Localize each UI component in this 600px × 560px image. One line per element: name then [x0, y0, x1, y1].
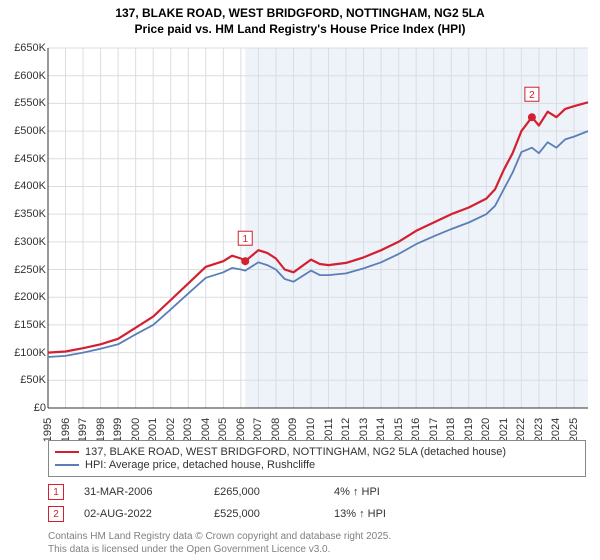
ytick-label: £450K — [14, 153, 46, 165]
xtick-label: 1996 — [60, 418, 72, 442]
marker-badge: 2 — [48, 506, 64, 522]
xtick-label: 2005 — [217, 418, 229, 442]
xtick-label: 2024 — [550, 418, 562, 442]
xtick-label: 2003 — [182, 418, 194, 442]
credits-line1: Contains HM Land Registry data © Crown c… — [48, 531, 391, 542]
xtick-label: 2021 — [498, 418, 510, 442]
marker-pct: 4% ↑ HPI — [334, 486, 434, 498]
ytick-label: £0 — [34, 402, 46, 414]
xtick-label: 2011 — [323, 418, 335, 442]
ytick-label: £600K — [14, 70, 46, 82]
marker-price: £525,000 — [214, 508, 334, 520]
xtick-label: 2000 — [130, 418, 142, 442]
xtick-label: 1997 — [77, 418, 89, 442]
xtick-label: 2014 — [375, 418, 387, 442]
credits: Contains HM Land Registry data © Crown c… — [48, 531, 391, 556]
marker-row-1: 1 31-MAR-2006 £265,000 4% ↑ HPI — [48, 484, 586, 500]
marker-pct: 13% ↑ HPI — [334, 508, 434, 520]
xtick-label: 2016 — [410, 418, 422, 442]
marker-price: £265,000 — [214, 486, 334, 498]
legend-label: 137, BLAKE ROAD, WEST BRIDGFORD, NOTTING… — [85, 446, 506, 458]
legend: 137, BLAKE ROAD, WEST BRIDGFORD, NOTTING… — [48, 440, 586, 477]
xtick-label: 2004 — [200, 418, 212, 442]
legend-label: HPI: Average price, detached house, Rush… — [85, 459, 315, 471]
xtick-label: 2015 — [393, 418, 405, 442]
plot-area: 12 — [48, 48, 588, 408]
xtick-label: 1999 — [112, 418, 124, 442]
chart-title: 137, BLAKE ROAD, WEST BRIDGFORD, NOTTING… — [0, 0, 600, 37]
svg-text:1: 1 — [242, 234, 248, 245]
ytick-label: £650K — [14, 42, 46, 54]
xtick-label: 2006 — [235, 418, 247, 442]
legend-swatch — [55, 464, 79, 466]
xtick-label: 2012 — [340, 418, 352, 442]
xtick-label: 2025 — [568, 418, 580, 442]
xtick-label: 2007 — [252, 418, 264, 442]
xtick-label: 2002 — [165, 418, 177, 442]
title-line1: 137, BLAKE ROAD, WEST BRIDGFORD, NOTTING… — [115, 6, 484, 20]
ytick-label: £400K — [14, 180, 46, 192]
xtick-label: 2001 — [147, 418, 159, 442]
marker-row-2: 2 02-AUG-2022 £525,000 13% ↑ HPI — [48, 506, 586, 522]
xtick-label: 2020 — [480, 418, 492, 442]
xtick-label: 2023 — [533, 418, 545, 442]
xtick-label: 2013 — [358, 418, 370, 442]
legend-item-property: 137, BLAKE ROAD, WEST BRIDGFORD, NOTTING… — [55, 446, 579, 458]
xtick-label: 2010 — [305, 418, 317, 442]
ytick-label: £550K — [14, 97, 46, 109]
ytick-label: £150K — [14, 319, 46, 331]
ytick-label: £200K — [14, 291, 46, 303]
ytick-label: £100K — [14, 347, 46, 359]
chart-container: 137, BLAKE ROAD, WEST BRIDGFORD, NOTTING… — [0, 0, 600, 560]
marker-date: 31-MAR-2006 — [84, 486, 214, 498]
ytick-label: £50K — [20, 374, 46, 386]
credits-line2: This data is licensed under the Open Gov… — [48, 544, 330, 555]
xtick-label: 1998 — [95, 418, 107, 442]
ytick-label: £250K — [14, 264, 46, 276]
ytick-label: £500K — [14, 125, 46, 137]
xtick-label: 2017 — [428, 418, 440, 442]
xtick-label: 2022 — [515, 418, 527, 442]
xtick-label: 1995 — [42, 418, 54, 442]
xtick-label: 2009 — [287, 418, 299, 442]
plot-svg: 12 — [48, 48, 588, 408]
marker-badge: 1 — [48, 484, 64, 500]
legend-swatch — [55, 451, 79, 453]
xtick-label: 2019 — [463, 418, 475, 442]
svg-text:2: 2 — [529, 90, 535, 101]
xtick-label: 2008 — [270, 418, 282, 442]
xtick-label: 2018 — [445, 418, 457, 442]
ytick-label: £350K — [14, 208, 46, 220]
legend-item-hpi: HPI: Average price, detached house, Rush… — [55, 459, 579, 471]
ytick-label: £300K — [14, 236, 46, 248]
marker-date: 02-AUG-2022 — [84, 508, 214, 520]
title-line2: Price paid vs. HM Land Registry's House … — [135, 22, 466, 36]
